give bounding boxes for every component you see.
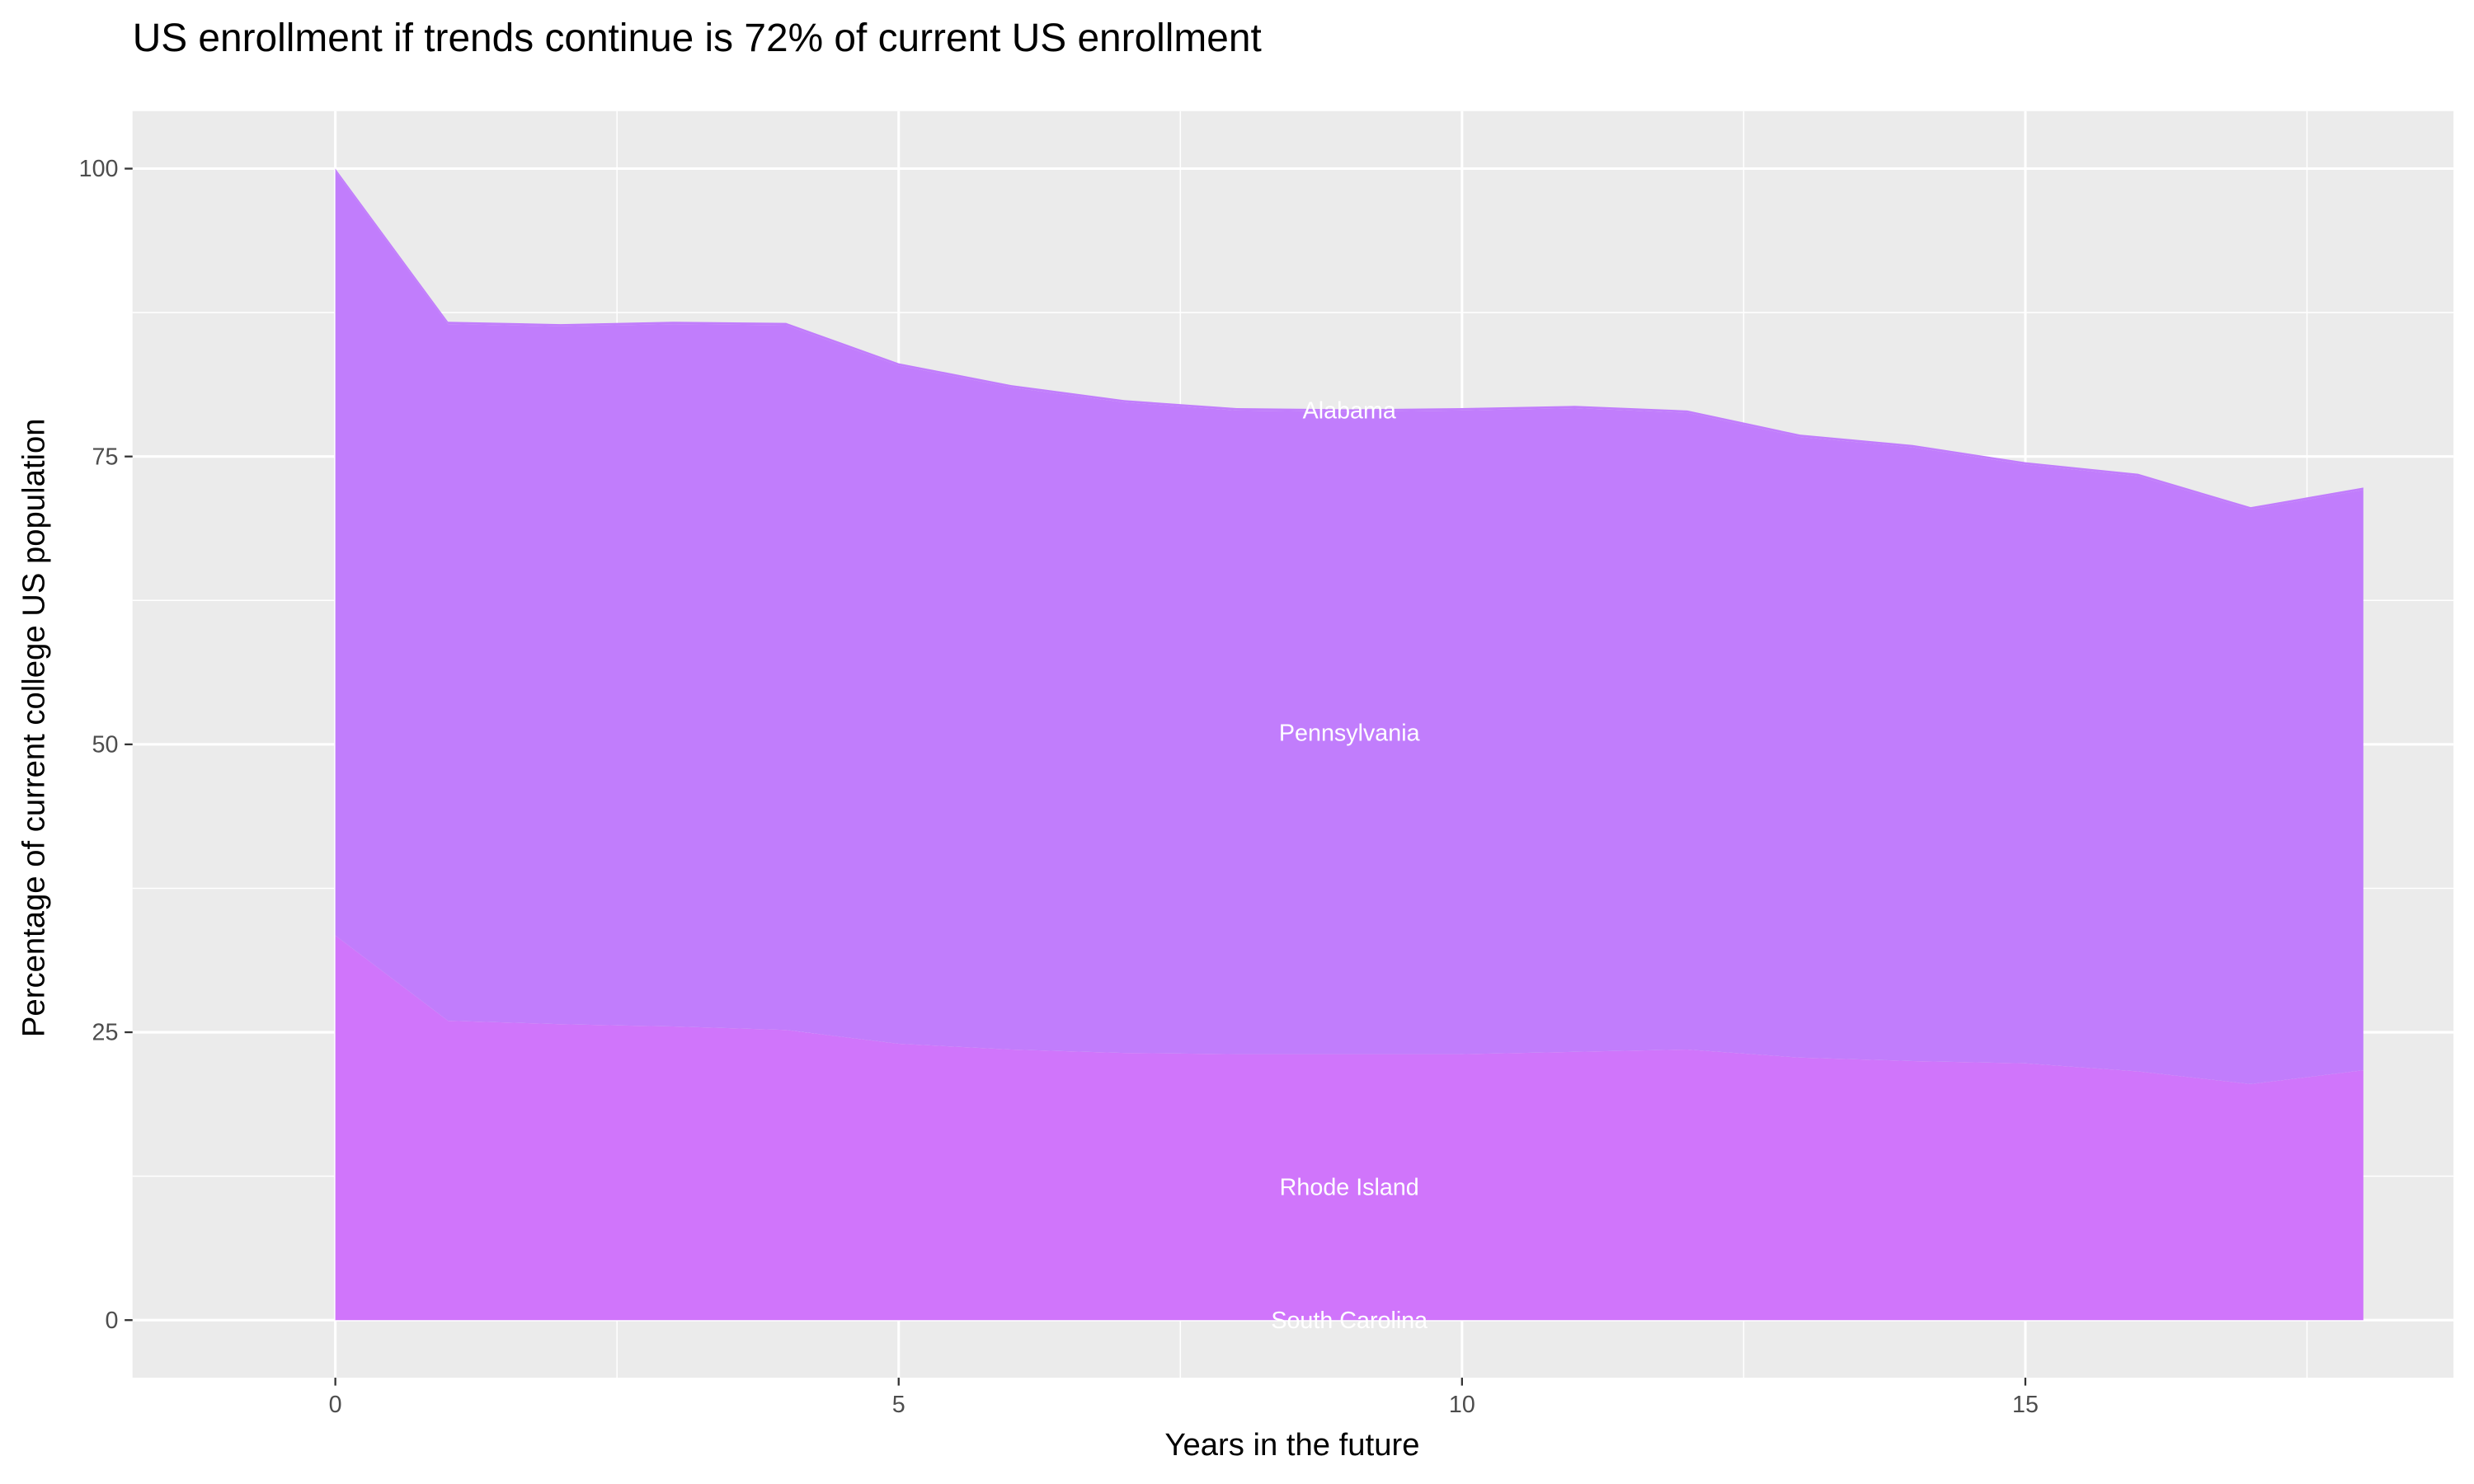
x-axis-ticks: 0 5 10 15	[329, 1378, 2039, 1418]
series-label: Alabama	[1303, 397, 1396, 424]
chart-title: US enrollment if trends continue is 72% …	[133, 16, 1262, 60]
y-tick-label: 75	[92, 444, 119, 470]
x-axis-title: Years in the future	[1164, 1427, 1419, 1463]
y-axis-ticks: 0 25 50 75 100	[79, 156, 133, 1334]
area-series	[335, 168, 2363, 1321]
series-label: Rhode Island	[1280, 1174, 1419, 1200]
area-rhode-island	[335, 935, 2363, 1321]
y-tick-label: 0	[106, 1308, 119, 1334]
x-tick-label: 15	[2012, 1392, 2039, 1418]
series-label: Pennsylvania	[1279, 720, 1420, 746]
area-pennsylvania	[335, 171, 2363, 1084]
x-tick-label: 10	[1449, 1392, 1475, 1418]
y-axis-title: Percentage of current college US populat…	[16, 418, 52, 1037]
series-labels: South Carolina Rhode Island Pennsylvania Al…	[1271, 397, 1427, 1333]
y-tick-label: 50	[92, 731, 119, 758]
y-tick-label: 25	[92, 1020, 119, 1046]
y-tick-label: 100	[79, 156, 119, 182]
x-tick-label: 5	[892, 1392, 905, 1418]
series-label: South Carolina	[1271, 1308, 1427, 1334]
x-tick-label: 0	[329, 1392, 342, 1418]
